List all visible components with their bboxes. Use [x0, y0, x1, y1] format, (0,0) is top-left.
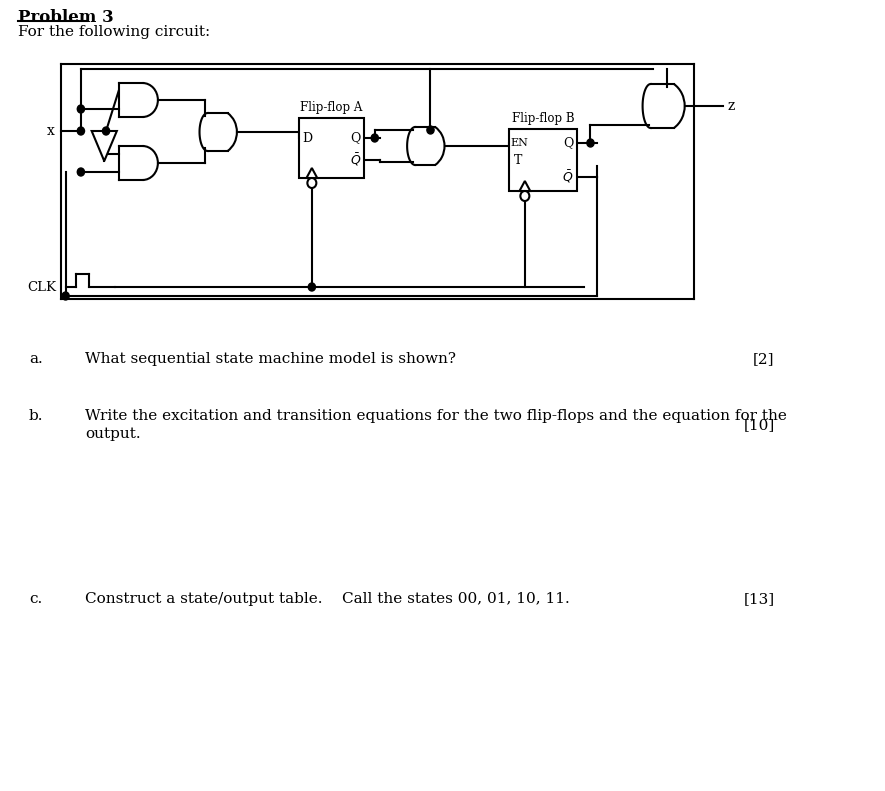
- Text: Q: Q: [563, 137, 573, 149]
- Circle shape: [62, 292, 69, 300]
- Circle shape: [77, 105, 84, 113]
- Text: T: T: [513, 153, 522, 166]
- Circle shape: [77, 168, 84, 176]
- Text: Flip-flop A: Flip-flop A: [300, 100, 363, 113]
- Text: z: z: [728, 99, 735, 113]
- Text: What sequential state machine model is shown?: What sequential state machine model is s…: [85, 352, 457, 366]
- Text: Flip-flop B: Flip-flop B: [512, 112, 574, 124]
- Circle shape: [307, 178, 316, 188]
- Text: x: x: [47, 124, 55, 138]
- Text: a.: a.: [28, 352, 42, 366]
- Text: c.: c.: [28, 592, 42, 606]
- Polygon shape: [519, 181, 530, 191]
- Circle shape: [427, 126, 434, 134]
- Text: [13]: [13]: [743, 592, 774, 606]
- Text: Construct a state/output table.    Call the states 00, 01, 10, 11.: Construct a state/output table. Call the…: [85, 592, 570, 606]
- Text: Write the excitation and transition equations for the two flip-flops and the equ: Write the excitation and transition equa…: [85, 409, 788, 423]
- Text: Q: Q: [350, 131, 361, 145]
- Circle shape: [103, 127, 110, 135]
- Circle shape: [77, 127, 84, 135]
- Circle shape: [371, 134, 379, 142]
- Circle shape: [308, 283, 315, 291]
- Text: For the following circuit:: For the following circuit:: [18, 25, 211, 39]
- Bar: [299, 118, 364, 178]
- Text: EN: EN: [511, 138, 528, 148]
- Text: Problem 3: Problem 3: [18, 9, 114, 26]
- Text: [2]: [2]: [753, 352, 774, 366]
- Text: [10]: [10]: [743, 418, 774, 432]
- Circle shape: [520, 191, 529, 201]
- Text: D: D: [303, 131, 312, 145]
- Text: CLK: CLK: [27, 281, 57, 293]
- Text: $\bar{Q}$: $\bar{Q}$: [562, 168, 573, 185]
- Polygon shape: [92, 131, 117, 161]
- Text: b.: b.: [28, 409, 43, 423]
- Bar: [509, 129, 577, 191]
- Polygon shape: [306, 168, 317, 178]
- Circle shape: [587, 139, 594, 147]
- Text: output.: output.: [85, 427, 141, 441]
- Text: $\bar{Q}$: $\bar{Q}$: [350, 152, 362, 168]
